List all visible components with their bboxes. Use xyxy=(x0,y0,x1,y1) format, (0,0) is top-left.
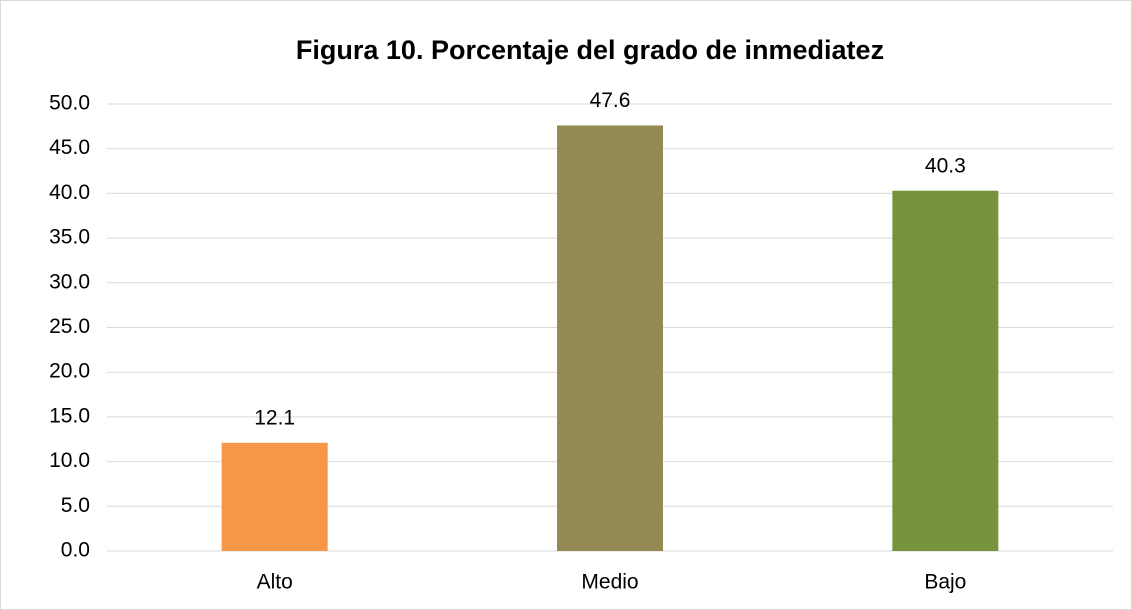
data-label: 12.1 xyxy=(254,406,295,429)
y-tick-label: 40.0 xyxy=(49,181,90,204)
bar xyxy=(892,190,999,551)
x-tick-label: Bajo xyxy=(924,571,966,594)
chart-title: Figura 10. Porcentaje del grado de inmed… xyxy=(296,35,884,65)
y-tick-label: 30.0 xyxy=(49,270,90,293)
y-tick-label: 35.0 xyxy=(49,226,90,249)
bar xyxy=(221,442,328,551)
y-tick-label: 20.0 xyxy=(49,360,90,383)
y-tick-label: 5.0 xyxy=(61,494,90,517)
data-label: 40.3 xyxy=(925,154,966,177)
y-tick-label: 10.0 xyxy=(49,449,90,472)
x-tick-label: Medio xyxy=(581,571,638,594)
y-tick-label: 25.0 xyxy=(49,315,90,338)
y-tick-label: 15.0 xyxy=(49,404,90,427)
y-tick-label: 50.0 xyxy=(49,92,90,115)
data-label: 47.6 xyxy=(590,89,631,112)
y-tick-label: 45.0 xyxy=(49,136,90,159)
bar xyxy=(557,125,663,552)
y-tick-label: 0.0 xyxy=(61,539,90,562)
x-tick-label: Alto xyxy=(257,571,293,594)
